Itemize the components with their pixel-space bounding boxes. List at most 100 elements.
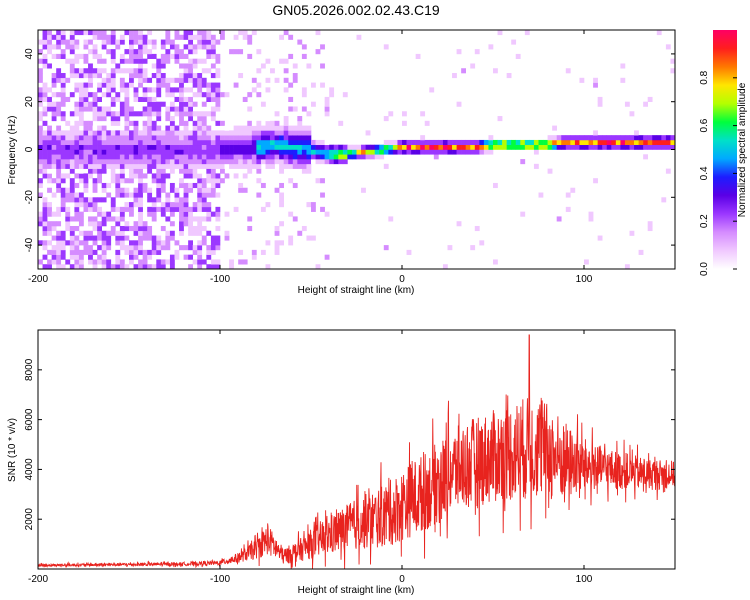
heatmap-cell <box>179 106 184 112</box>
heatmap-cell <box>461 68 466 74</box>
heatmap-cell <box>92 73 98 79</box>
heatmap-cell <box>147 53 153 59</box>
heatmap-cell <box>156 111 162 117</box>
heatmap-cell <box>115 240 121 246</box>
heatmap-cell <box>138 259 143 265</box>
heatmap-cell <box>124 82 130 88</box>
heatmap-cell <box>183 77 189 83</box>
heatmap-cell <box>251 249 257 255</box>
heatmap-cell <box>174 197 180 203</box>
heatmap-cell <box>210 96 216 102</box>
heatmap-cell <box>270 139 275 146</box>
heatmap-cell <box>611 144 617 150</box>
heatmap-cell <box>270 149 275 155</box>
heatmap-cell <box>279 221 284 227</box>
heatmap-cell <box>588 144 594 150</box>
heatmap-cell <box>160 82 166 88</box>
heatmap-cell <box>169 163 175 169</box>
heatmap-cell <box>392 139 398 146</box>
heatmap-cell <box>165 116 171 122</box>
heatmap-cell <box>183 149 189 155</box>
heatmap-cell <box>138 240 143 246</box>
heatmap-cell <box>92 221 98 227</box>
heatmap-cell <box>479 144 485 150</box>
heatmap-cell <box>224 163 230 169</box>
heatmap-cell <box>92 159 98 165</box>
heatmap-cell <box>201 44 207 50</box>
heatmap-cell <box>379 154 385 160</box>
heatmap-cell <box>88 249 93 255</box>
heatmap-cell <box>301 225 307 232</box>
heatmap-cell <box>233 173 239 179</box>
heatmap-cell <box>306 149 312 155</box>
heatmap-cell <box>165 163 171 169</box>
heatmap-cell <box>320 192 325 198</box>
heatmap-cell <box>160 101 166 107</box>
heatmap-cell <box>83 235 89 241</box>
heatmap-cell <box>142 77 148 83</box>
heatmap-cell <box>69 264 75 269</box>
heatmap-cell <box>38 139 43 146</box>
heatmap-cell <box>306 125 312 131</box>
heatmap-cell <box>224 92 230 98</box>
heatmap-cell <box>188 63 193 69</box>
heatmap-cell <box>169 135 175 141</box>
heatmap-cell <box>297 120 303 126</box>
heatmap-cell <box>83 173 89 179</box>
heatmap-cell <box>156 87 162 93</box>
heatmap-cell <box>51 44 57 50</box>
heatmap-cell <box>456 149 462 155</box>
heatmap-cell <box>229 130 234 136</box>
heatmap-cell <box>265 116 271 122</box>
heatmap-cell <box>260 63 266 69</box>
heatmap-cell <box>83 240 89 246</box>
heatmap-cell <box>497 116 503 122</box>
heatmap-cell <box>124 106 130 112</box>
heatmap-cell <box>147 206 153 212</box>
heatmap-cell <box>138 202 143 208</box>
heatmap-cell <box>206 230 212 236</box>
heatmap-cell <box>183 68 189 74</box>
heatmap-cell <box>415 149 421 155</box>
heatmap-cell <box>69 68 75 74</box>
heatmap-cell <box>78 221 84 227</box>
heatmap-cell <box>420 111 426 117</box>
heatmap-cell <box>156 206 162 212</box>
heatmap-cell <box>356 34 362 40</box>
heatmap-cell <box>138 197 143 203</box>
heatmap-cell <box>338 149 344 155</box>
heatmap-cell <box>69 178 75 184</box>
heatmap-cell <box>197 178 203 184</box>
heatmap-cell <box>179 159 184 165</box>
heatmap-cell <box>233 125 239 131</box>
heatmap-cell <box>511 139 517 146</box>
heatmap-cell <box>169 202 175 208</box>
heatmap-cell <box>174 96 180 102</box>
heatmap-cell <box>129 111 134 117</box>
heatmap-cell <box>56 135 62 141</box>
heatmap-cell <box>634 139 639 146</box>
heatmap-cell <box>188 206 193 212</box>
heatmap-cell <box>620 144 626 150</box>
heatmap-cell <box>147 111 153 117</box>
heatmap-cell <box>92 34 98 40</box>
heatmap-cell <box>115 159 121 165</box>
heatmap-cell <box>183 125 189 131</box>
heatmap-cell <box>151 163 157 169</box>
heatmap-cell <box>92 187 98 193</box>
heatmap-cell <box>315 159 321 165</box>
heatmap-cell <box>320 206 325 212</box>
heatmap-cell <box>151 202 157 208</box>
heatmap-cell <box>78 192 84 198</box>
heatmap-cell <box>488 149 494 155</box>
heatmap-cell <box>160 44 166 50</box>
heatmap-cell <box>142 73 148 79</box>
heatmap-cell <box>110 168 116 174</box>
heatmap-cell <box>192 34 198 40</box>
heatmap-cell <box>151 264 157 269</box>
heatmap-cell <box>119 211 125 217</box>
heatmap-cell <box>160 39 166 45</box>
heatmap-cell <box>256 68 262 74</box>
heatmap-cell <box>215 211 221 217</box>
